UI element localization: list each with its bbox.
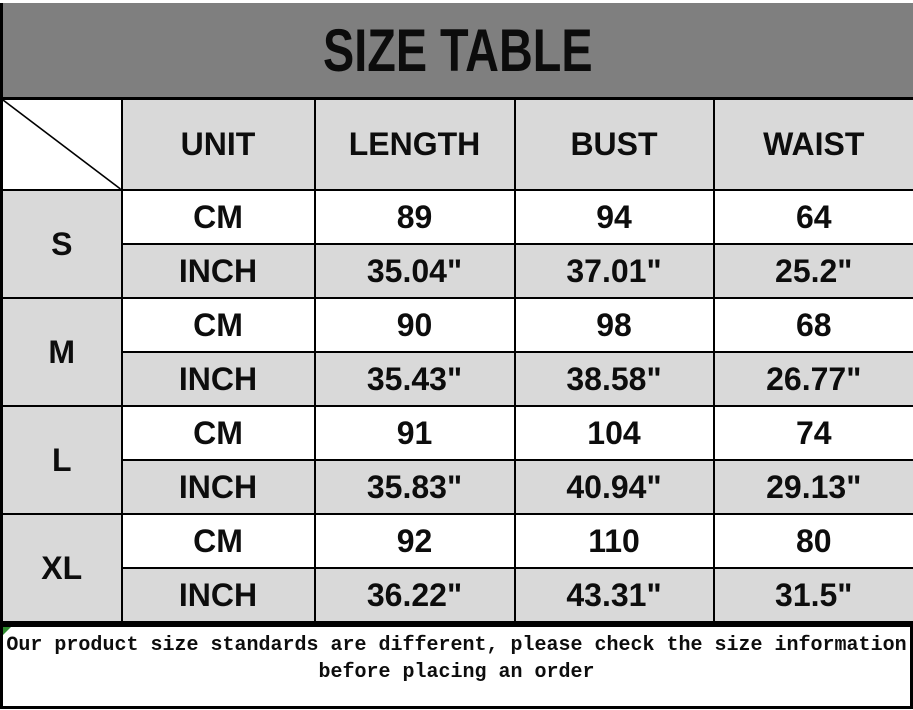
measurement-value: 68 [712,297,913,353]
measurement-value: 38.58" [513,351,715,407]
measurement-value: 64 [712,189,913,245]
unit-label: CM [120,297,316,353]
size-label: M [0,297,123,407]
column-header-length: LENGTH [313,97,516,191]
table-row-l-inch: INCH 35.83" 40.94" 29.13" [2,459,913,515]
table-row-l-cm: L CM 91 104 74 [0,405,913,515]
cell-corner-flag-icon [3,627,11,635]
diagonal-line-icon [3,100,121,189]
size-label: L [0,405,123,515]
top-margin-strip [0,0,913,3]
measurement-value: 35.83" [313,459,516,515]
measurement-value: 89 [313,189,516,245]
unit-label: CM [120,405,316,461]
title-bar: SIZE TABLE [0,3,913,97]
diagonal-cell [0,97,123,191]
measurement-value: 98 [513,297,715,353]
measurement-value: 35.04" [313,243,516,299]
measurement-value: 35.43" [313,351,516,407]
measurement-value: 90 [313,297,516,353]
measurement-value: 43.31" [513,567,715,624]
table-row-xl-inch: INCH 36.22" 43.31" 31.5" [2,567,913,624]
size-label: XL [0,513,123,624]
footer-note-line1: Our product size standards are different… [6,634,907,657]
table-row-xl-cm: XL CM 92 110 80 [0,513,913,624]
measurement-value: 94 [513,189,715,245]
unit-label: INCH [120,567,316,624]
measurement-value: 80 [712,513,913,569]
size-label: S [0,189,123,299]
table-header-row: UNIT LENGTH BUST WAIST [0,97,913,191]
unit-label: INCH [120,243,316,299]
table-row-s-cm: S CM 89 94 64 [0,189,913,299]
measurement-value: 74 [712,405,913,461]
measurement-value: 25.2" [712,243,913,299]
unit-label: INCH [120,351,316,407]
unit-label: CM [120,189,316,245]
measurement-value: 29.13" [712,459,913,515]
page-title: SIZE TABLE [323,16,593,84]
measurement-value: 36.22" [313,567,516,624]
table-row-m-inch: INCH 35.43" 38.58" 26.77" [2,351,913,407]
column-header-unit: UNIT [120,97,316,191]
footer-note-line2: before placing an order [318,661,595,684]
measurement-value: 40.94" [513,459,715,515]
measurement-value: 104 [513,405,715,461]
measurement-value: 31.5" [712,567,913,624]
unit-label: INCH [120,459,316,515]
unit-label: CM [120,513,316,569]
footer-note: Our product size standards are different… [0,624,913,709]
measurement-value: 92 [313,513,516,569]
column-header-bust: BUST [513,97,715,191]
table-row-m-cm: M CM 90 98 68 [0,297,913,407]
measurement-value: 37.01" [513,243,715,299]
table-row-s-inch: INCH 35.04" 37.01" 25.2" [2,243,913,299]
size-table: UNIT LENGTH BUST WAIST S CM 89 94 64 INCH 35.0… [0,97,913,624]
measurement-value: 91 [313,405,516,461]
measurement-value: 26.77" [712,351,913,407]
column-header-waist: WAIST [712,97,913,191]
measurement-value: 110 [513,513,715,569]
